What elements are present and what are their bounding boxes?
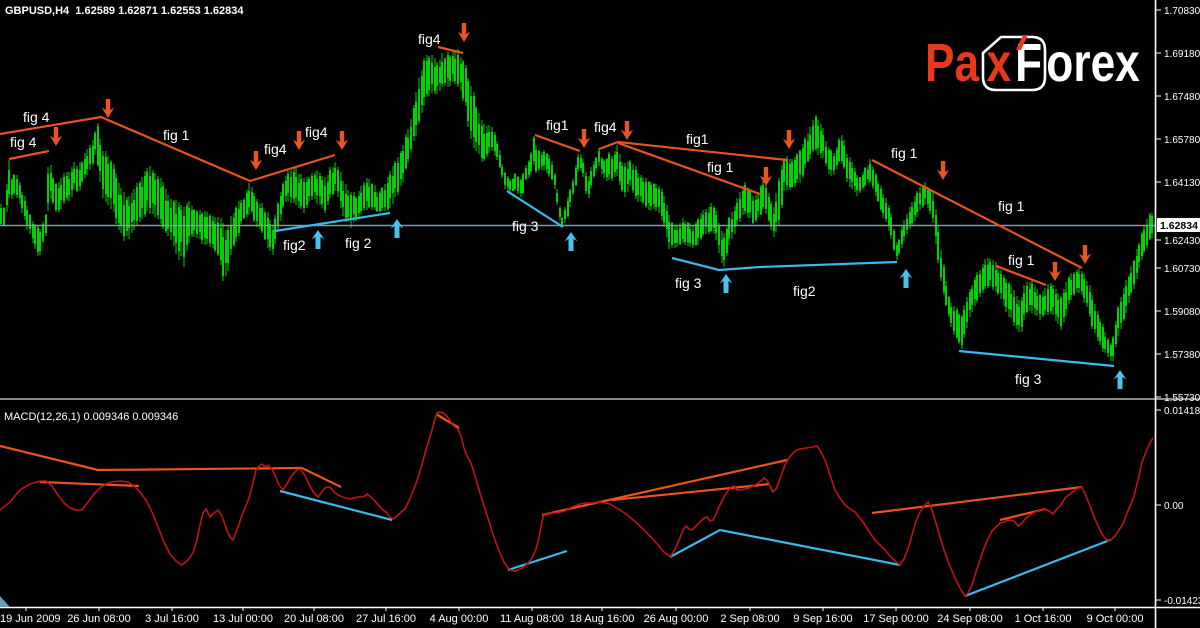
svg-text:1.64130: 1.64130 — [1164, 178, 1200, 189]
svg-text:27 Jul 16:00: 27 Jul 16:00 — [356, 613, 416, 625]
svg-text:orex: orex — [1046, 33, 1140, 93]
svg-text:fig 1: fig 1 — [163, 127, 190, 143]
svg-text:26 Jun 08:00: 26 Jun 08:00 — [67, 613, 131, 625]
svg-text:fig1: fig1 — [546, 117, 569, 133]
svg-text:fig 3: fig 3 — [1015, 371, 1042, 387]
svg-text:fig 3: fig 3 — [675, 275, 702, 291]
svg-text:9 Sep 16:00: 9 Sep 16:00 — [793, 613, 852, 625]
svg-text:fig2: fig2 — [793, 283, 816, 299]
svg-text:1.62430: 1.62430 — [1164, 236, 1200, 247]
svg-text:fig1: fig1 — [686, 131, 709, 147]
svg-text:24 Sep 08:00: 24 Sep 08:00 — [937, 613, 1002, 625]
svg-text:19 Jun 2009: 19 Jun 2009 — [0, 613, 61, 625]
svg-text:20 Jul 08:00: 20 Jul 08:00 — [284, 613, 344, 625]
svg-text:18 Aug 16:00: 18 Aug 16:00 — [570, 613, 635, 625]
svg-text:fig 4: fig 4 — [23, 109, 50, 125]
svg-text:1.65780: 1.65780 — [1164, 135, 1200, 146]
svg-text:fig 4: fig 4 — [10, 134, 37, 150]
svg-text:2 Sep 08:00: 2 Sep 08:00 — [720, 613, 779, 625]
svg-text:fig4: fig4 — [305, 124, 328, 140]
svg-text:fig 1: fig 1 — [1008, 252, 1035, 268]
svg-text:Pa: Pa — [925, 33, 980, 93]
svg-text:1.70830: 1.70830 — [1164, 6, 1200, 17]
svg-text:x: x — [986, 33, 1011, 93]
svg-text:1 Oct 16:00: 1 Oct 16:00 — [1015, 613, 1072, 625]
svg-text:fig2: fig2 — [283, 237, 306, 253]
svg-text:MACD(12,26,1) 0.009346 0.00934: MACD(12,26,1) 0.009346 0.009346 — [4, 411, 178, 423]
svg-text:26 Aug 00:00: 26 Aug 00:00 — [644, 613, 709, 625]
svg-text:fig 3: fig 3 — [512, 218, 539, 234]
svg-text:fig4: fig4 — [264, 141, 287, 157]
svg-text:fig4: fig4 — [594, 119, 617, 135]
svg-text:1.60730: 1.60730 — [1164, 264, 1200, 275]
svg-text:11 Aug 08:00: 11 Aug 08:00 — [500, 613, 564, 625]
svg-text:13 Jul 00:00: 13 Jul 00:00 — [213, 613, 273, 625]
svg-text:GBPUSD,H4 1.62589 1.62871 1.6: GBPUSD,H4 1.62589 1.62871 1.62553 1.6283… — [5, 5, 244, 17]
svg-text:fig 1: fig 1 — [998, 198, 1025, 214]
svg-text:-0.01423: -0.01423 — [1164, 596, 1200, 607]
svg-text:1.55730: 1.55730 — [1164, 393, 1200, 404]
svg-text:17 Sep 00:00: 17 Sep 00:00 — [863, 613, 928, 625]
svg-text:1.67480: 1.67480 — [1164, 92, 1200, 103]
svg-text:fig 2: fig 2 — [345, 235, 372, 251]
svg-text:fig 1: fig 1 — [891, 145, 918, 161]
svg-text:F: F — [1015, 33, 1042, 93]
svg-text:0.00: 0.00 — [1164, 501, 1184, 512]
svg-text:fig 1: fig 1 — [707, 159, 734, 175]
svg-text:3 Jul 16:00: 3 Jul 16:00 — [145, 613, 199, 625]
svg-text:1.69180: 1.69180 — [1164, 49, 1200, 60]
svg-text:1.57380: 1.57380 — [1164, 350, 1200, 361]
svg-text:1.62834: 1.62834 — [1160, 220, 1198, 232]
svg-text:0.014184: 0.014184 — [1164, 406, 1200, 417]
svg-text:1.59080: 1.59080 — [1164, 307, 1200, 318]
svg-text:4 Aug 00:00: 4 Aug 00:00 — [430, 613, 489, 625]
svg-text:fig4: fig4 — [418, 31, 441, 47]
svg-text:9 Oct 00:00: 9 Oct 00:00 — [1087, 613, 1144, 625]
